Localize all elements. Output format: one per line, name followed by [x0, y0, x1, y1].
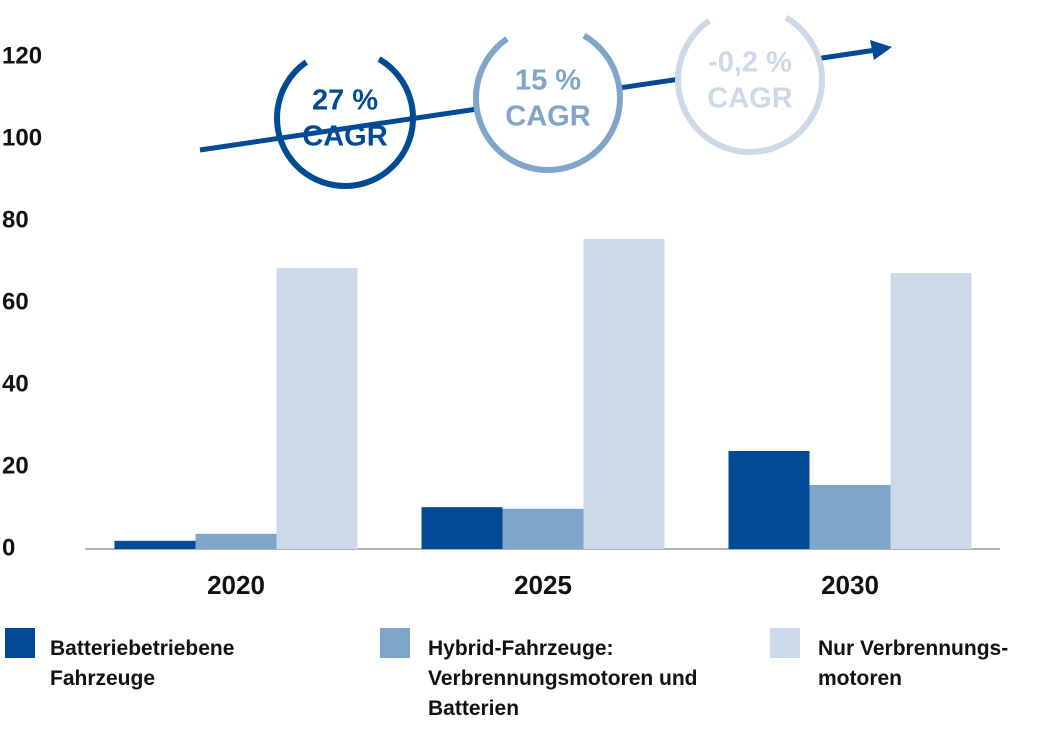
y-tick-label: 40	[2, 370, 29, 397]
cagr-label: CAGR	[302, 121, 387, 153]
cagr-label: CAGR	[505, 101, 590, 133]
y-tick-label: 100	[2, 124, 42, 151]
cagr-ring	[473, 23, 623, 174]
bar	[583, 239, 665, 550]
cagr-ring	[274, 47, 416, 189]
bar	[114, 540, 196, 549]
cagr-ring	[675, 5, 825, 155]
legend-label: Hybrid-Fahrzeuge: Verbrennungsmotoren un…	[428, 637, 698, 720]
legend-swatch	[380, 628, 410, 658]
y-tick-label: 80	[2, 206, 29, 233]
legend-swatch	[770, 628, 800, 658]
legend-label: Batteriebetriebene Fahrzeuge	[50, 637, 235, 690]
bar	[502, 508, 584, 549]
bar	[421, 507, 503, 549]
cagr-label: CAGR	[707, 83, 792, 115]
x-tick-label: 2020	[207, 570, 265, 600]
x-tick-label: 2030	[821, 570, 879, 600]
cagr-label: 15 %	[515, 65, 581, 97]
y-tick-label: 0	[2, 534, 15, 561]
bar	[728, 451, 810, 549]
cagr-label: 27 %	[312, 85, 378, 117]
cagr-label: -0,2 %	[708, 47, 792, 79]
bar	[195, 533, 277, 549]
bar	[809, 485, 891, 549]
legend-swatch	[5, 628, 35, 658]
y-tick-label: 60	[2, 288, 29, 315]
y-tick-label: 120	[2, 42, 42, 69]
legend-label: Nur Verbrennungs-motoren	[818, 637, 1009, 690]
bar	[890, 273, 972, 549]
trend-arrowhead	[870, 40, 892, 60]
y-tick-label: 20	[2, 452, 29, 479]
bar	[276, 268, 358, 549]
x-tick-label: 2025	[514, 570, 572, 600]
